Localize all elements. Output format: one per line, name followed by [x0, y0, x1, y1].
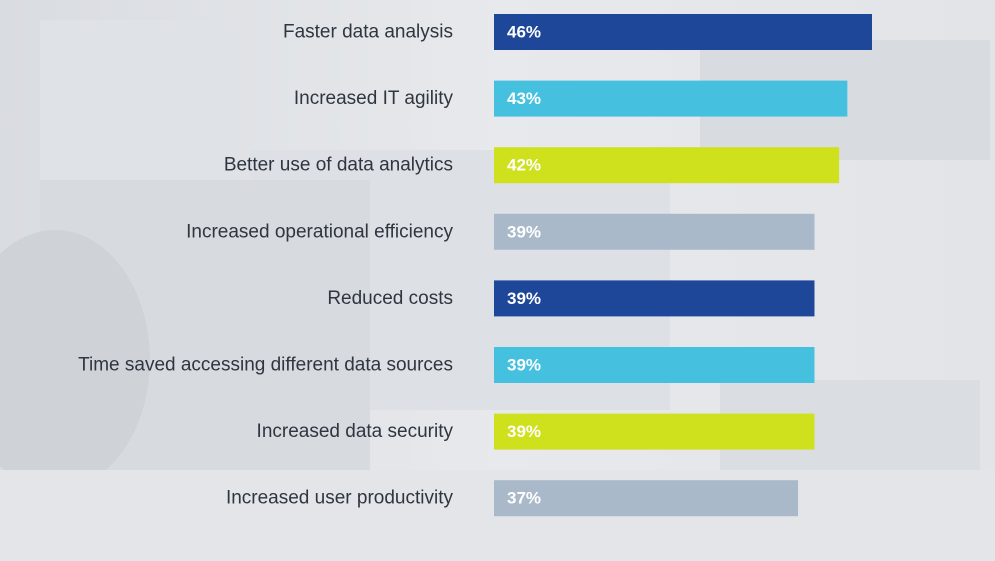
bar [494, 413, 815, 450]
bar [494, 147, 840, 184]
value-label: 46% [507, 23, 541, 42]
value-label: 42% [507, 156, 541, 175]
category-label: Better use of data analytics [224, 155, 453, 176]
category-label: Increased user productivity [226, 488, 454, 509]
category-label: Time saved accessing different data sour… [78, 355, 453, 376]
category-label: Increased operational efficiency [186, 221, 453, 242]
category-label: Reduced costs [327, 288, 453, 309]
bar [494, 80, 848, 117]
bar [494, 347, 815, 383]
value-label: 39% [507, 222, 541, 241]
bar [494, 480, 799, 517]
category-label: Increased IT agility [294, 88, 454, 109]
bar [494, 14, 872, 50]
bar [494, 213, 815, 250]
category-label: Faster data analysis [283, 22, 453, 43]
value-label: 39% [507, 356, 541, 375]
value-label: 43% [507, 89, 541, 108]
value-label: 39% [507, 422, 541, 441]
category-label: Increased data security [257, 421, 454, 442]
value-label: 37% [507, 489, 541, 508]
value-label: 39% [507, 289, 541, 308]
bar [494, 280, 815, 317]
